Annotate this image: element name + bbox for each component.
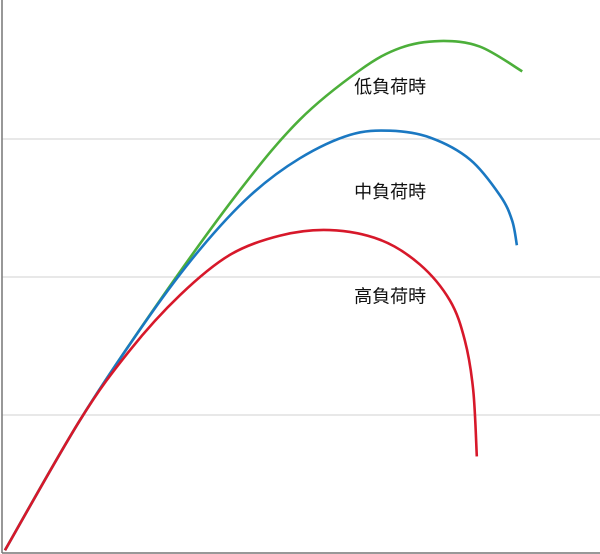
series-label-2: 高負荷時 <box>354 287 426 308</box>
gridlines <box>2 138 600 416</box>
series-line-1 <box>3 129 519 551</box>
series-label-0: 低負荷時 <box>354 77 426 98</box>
series-label-1: 中負荷時 <box>354 182 426 203</box>
series-line-2 <box>3 228 479 551</box>
series-line-0 <box>3 39 523 551</box>
